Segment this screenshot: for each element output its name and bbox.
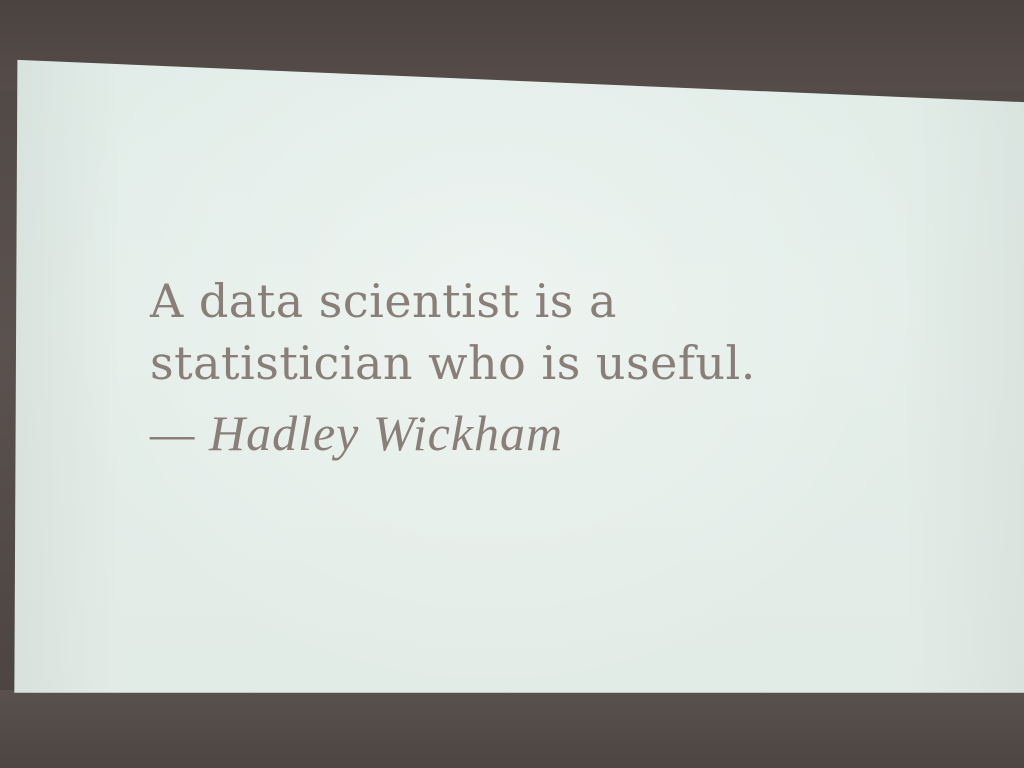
wall-bottom (0, 690, 1024, 768)
quote-block: A data scientist is a statistician who i… (150, 270, 910, 464)
quote-line-2: statistician who is useful. (150, 336, 756, 390)
quote-line-1: A data scientist is a (150, 274, 617, 328)
quote-attribution: — Hadley Wickham (150, 405, 564, 461)
